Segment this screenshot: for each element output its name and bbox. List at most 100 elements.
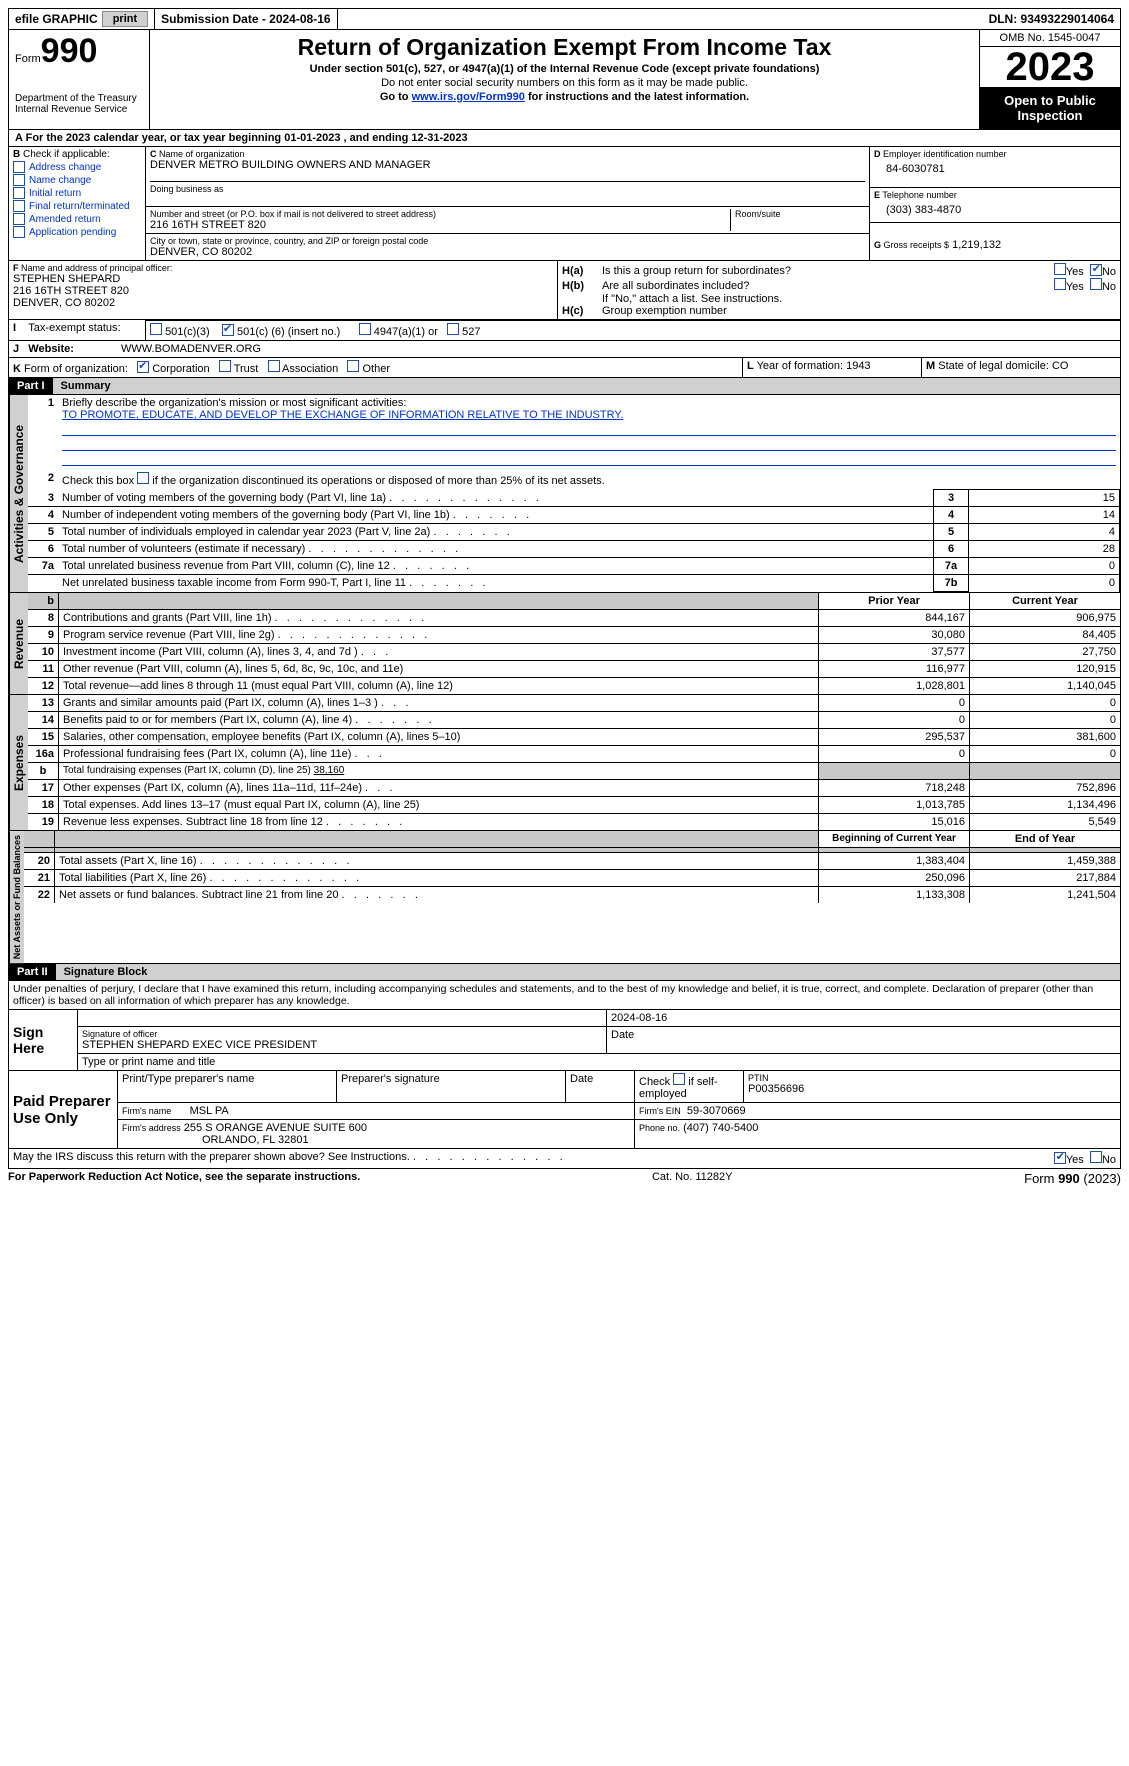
hb-yes[interactable] xyxy=(1054,278,1066,290)
l7b-val: 0 xyxy=(969,575,1120,592)
pt-sig-label: Preparer's signature xyxy=(337,1071,566,1103)
street: 216 16TH STREET 820 xyxy=(150,219,730,231)
l19-py: 15,016 xyxy=(819,814,970,831)
col-bcy: Beginning of Current Year xyxy=(819,831,970,848)
part-ii-header: Part II Signature Block xyxy=(8,964,1121,981)
summary: Activities & Governance 1 Briefly descri… xyxy=(8,395,1121,593)
ha-no[interactable] xyxy=(1090,264,1102,276)
l14-py: 0 xyxy=(819,712,970,729)
l17-cy: 752,896 xyxy=(970,780,1121,797)
gross-receipts: 1,219,132 xyxy=(952,239,1001,251)
dept-label: Department of the Treasury xyxy=(15,93,143,104)
l7a-val: 0 xyxy=(969,558,1120,575)
cb-final-return[interactable]: Final return/terminated xyxy=(13,200,141,212)
l11-py: 116,977 xyxy=(819,661,970,678)
expenses-block: Expenses 13Grants and similar amounts pa… xyxy=(8,695,1121,831)
h-b-label: Are all subordinates included? xyxy=(602,280,1006,292)
officer-name: STEPHEN SHEPARD xyxy=(13,273,553,285)
l20-bcy: 1,383,404 xyxy=(819,853,970,870)
l13-py: 0 xyxy=(819,695,970,712)
ptin: P00356696 xyxy=(748,1083,1116,1095)
cb-address-change[interactable]: Address change xyxy=(13,161,141,173)
org-name: DENVER METRO BUILDING OWNERS AND MANAGER xyxy=(150,159,865,171)
date-label: Date xyxy=(607,1027,1121,1054)
l20-eoy: 1,459,388 xyxy=(970,853,1121,870)
officer-sig: STEPHEN SHEPARD EXEC VICE PRESIDENT xyxy=(82,1039,602,1051)
col-prior-year: Prior Year xyxy=(819,593,970,610)
city-label: City or town, state or province, country… xyxy=(150,236,865,246)
firm-ein: 59-3070669 xyxy=(687,1105,746,1117)
room-label: Room/suite xyxy=(731,209,865,231)
cb-discontinued[interactable] xyxy=(137,472,149,484)
discuss-yes[interactable] xyxy=(1054,1152,1066,1164)
l21-bcy: 250,096 xyxy=(819,870,970,887)
block-B: B Check if applicable: Address change Na… xyxy=(9,147,146,260)
print-button[interactable]: print xyxy=(102,11,148,27)
l22-bcy: 1,133,308 xyxy=(819,887,970,904)
l21-eoy: 217,884 xyxy=(970,870,1121,887)
website-link[interactable]: WWW.BOMADENVER.ORG xyxy=(121,343,261,355)
hb-no[interactable] xyxy=(1090,278,1102,290)
line-A: A For the 2023 calendar year, or tax yea… xyxy=(8,130,1121,147)
l18-py: 1,013,785 xyxy=(819,797,970,814)
sign-block: Sign Here 2024-08-16 Signature of office… xyxy=(8,1010,1121,1071)
l9-cy: 84,405 xyxy=(970,627,1121,644)
block-FH: F Name and address of principal officer:… xyxy=(8,261,1121,320)
cb-app-pending[interactable]: Application pending xyxy=(13,226,141,238)
block-I: I Tax-exempt status: 501(c)(3) 501(c) (6… xyxy=(8,320,1121,340)
cb-trust[interactable] xyxy=(219,360,231,372)
subtitle-1: Under section 501(c), 527, or 4947(a)(1)… xyxy=(158,63,971,75)
block-J: J Website: WWW.BOMADENVER.ORG xyxy=(8,340,1121,358)
form-title: Return of Organization Exempt From Incom… xyxy=(158,34,971,61)
form-number: 990 xyxy=(41,32,98,70)
l15-cy: 381,600 xyxy=(970,729,1121,746)
l18-cy: 1,134,496 xyxy=(970,797,1121,814)
firm-name: MSL PA xyxy=(190,1105,229,1117)
l5-val: 4 xyxy=(969,524,1120,541)
top-bar: efile GRAPHIC print Submission Date - 20… xyxy=(8,8,1121,30)
cb-amended[interactable]: Amended return xyxy=(13,213,141,225)
tax-year: 2023 xyxy=(980,47,1120,87)
cb-self-employed[interactable] xyxy=(673,1073,685,1085)
perjury-text: Under penalties of perjury, I declare th… xyxy=(8,981,1121,1010)
l1-label: Briefly describe the organization's miss… xyxy=(62,397,406,409)
h-a-label: Is this a group return for subordinates? xyxy=(602,265,1006,277)
l11-cy: 120,915 xyxy=(970,661,1121,678)
h-note: If "No," attach a list. See instructions… xyxy=(562,293,1116,305)
year-formation: 1943 xyxy=(846,360,870,372)
l19-cy: 5,549 xyxy=(970,814,1121,831)
block-KLM: K Form of organization: Corporation Trus… xyxy=(8,358,1121,378)
dba-label: Doing business as xyxy=(150,181,865,194)
l12-cy: 1,140,045 xyxy=(970,678,1121,695)
l16a-cy: 0 xyxy=(970,746,1121,763)
sig-label: Signature of officer xyxy=(82,1029,602,1039)
cb-other[interactable] xyxy=(347,360,359,372)
netassets-block: Net Assets or Fund Balances Beginning of… xyxy=(8,831,1121,964)
cb-initial-return[interactable]: Initial return xyxy=(13,187,141,199)
sign-here-label: Sign Here xyxy=(9,1010,78,1070)
mission-text[interactable]: TO PROMOTE, EDUCATE, AND DEVELOP THE EXC… xyxy=(62,409,623,421)
cb-assoc[interactable] xyxy=(268,360,280,372)
cb-name-change[interactable]: Name change xyxy=(13,174,141,186)
l9-py: 30,080 xyxy=(819,627,970,644)
street-label: Number and street (or P.O. box if mail i… xyxy=(150,209,730,219)
firm-addr1: 255 S ORANGE AVENUE SUITE 600 xyxy=(184,1122,367,1134)
cb-corp[interactable] xyxy=(137,361,149,373)
l15-py: 295,537 xyxy=(819,729,970,746)
block-C: C Name of organization DENVER METRO BUIL… xyxy=(146,147,869,260)
cb-4947[interactable] xyxy=(359,323,371,335)
city: DENVER, CO 80202 xyxy=(150,246,865,258)
cb-501c[interactable] xyxy=(222,324,234,336)
cb-501c3[interactable] xyxy=(150,323,162,335)
l13-cy: 0 xyxy=(970,695,1121,712)
cb-527[interactable] xyxy=(447,323,459,335)
preparer-block: Paid Preparer Use Only Print/Type prepar… xyxy=(8,1071,1121,1149)
irs-link[interactable]: www.irs.gov/Form990 xyxy=(412,91,525,103)
side-activities: Activities & Governance xyxy=(9,395,28,592)
officer-street: 216 16TH STREET 820 xyxy=(13,285,553,297)
public-inspection: Open to PublicInspection xyxy=(980,87,1120,129)
ha-yes[interactable] xyxy=(1054,263,1066,275)
discuss-no[interactable] xyxy=(1090,1151,1102,1163)
side-netassets: Net Assets or Fund Balances xyxy=(9,831,24,963)
l6-val: 28 xyxy=(969,541,1120,558)
